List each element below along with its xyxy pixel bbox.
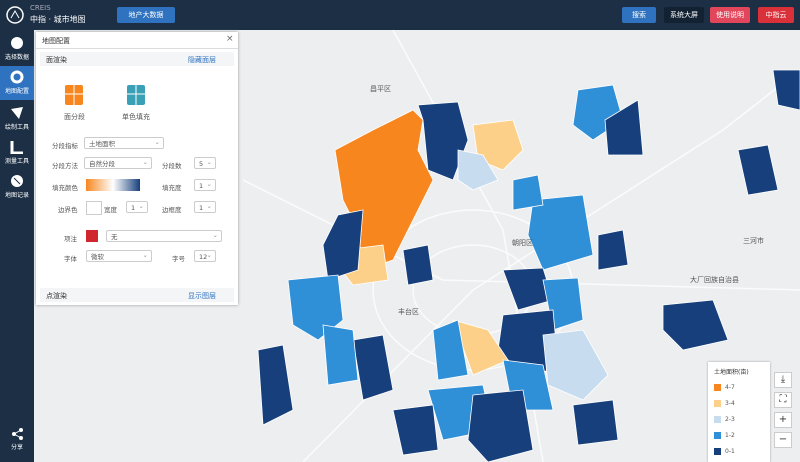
- nav-label: 地图配置: [4, 88, 29, 95]
- mode-label: 面分段: [64, 113, 85, 121]
- field-label: 字号: [172, 255, 185, 263]
- section-title: 面渲染: [46, 56, 67, 64]
- map-label: 昌平区: [370, 85, 391, 93]
- field-label: 分段方法: [52, 162, 78, 170]
- field-label: 分段指标: [52, 142, 78, 150]
- fill-opacity-select[interactable]: 1: [194, 178, 216, 191]
- section-title: 点渲染: [46, 292, 67, 300]
- nav-label: 选择数据: [4, 54, 29, 61]
- section-bar: [40, 52, 234, 66]
- color-ramp[interactable]: [86, 179, 140, 191]
- width-select[interactable]: 1: [126, 200, 148, 213]
- cloud-button[interactable]: 中指云: [758, 7, 794, 23]
- nav-item-active[interactable]: 地图配置: [0, 66, 34, 100]
- nav-label: 绘制工具: [4, 124, 29, 131]
- nav-item[interactable]: 选择数据: [0, 32, 34, 66]
- show-layer-link[interactable]: 显示图层: [188, 292, 216, 300]
- legend: 土地面积(亩) 4-7 3-4 2-3 1-2 0-1: [708, 362, 770, 462]
- note-select[interactable]: 无: [106, 229, 222, 242]
- map: [243, 30, 800, 462]
- map-label: 大厂回族自治县: [690, 276, 739, 284]
- sidebar: 选择数据 地图配置 绘制工具 测量工具 地图记录 分享: [0, 30, 34, 462]
- field-label: 字体: [64, 255, 77, 263]
- field-label: 填充度: [162, 184, 182, 192]
- nav-item[interactable]: 地图记录: [0, 170, 34, 204]
- share-item[interactable]: 分享: [0, 424, 34, 458]
- fullscreen-button[interactable]: ⛶: [774, 392, 792, 408]
- logo-title: 中指 · 城市地图: [30, 15, 86, 24]
- size-select[interactable]: 12: [194, 249, 216, 262]
- note-color[interactable]: [86, 230, 98, 242]
- legend-swatch: [714, 448, 721, 455]
- section-bar: [40, 288, 234, 302]
- field-label: 填充颜色: [52, 184, 78, 192]
- legend-swatch: [714, 384, 721, 391]
- nav-item[interactable]: 绘制工具: [0, 102, 34, 136]
- zoom-out-button[interactable]: −: [774, 432, 792, 448]
- legend-label: 1-2: [725, 432, 735, 439]
- legend-label: 3-4: [725, 400, 735, 407]
- legend-title: 土地面积(亩): [714, 369, 749, 376]
- legend-label: 0-1: [725, 448, 735, 455]
- hide-layer-link[interactable]: 隐藏面层: [188, 56, 216, 64]
- top-bar: CREIS 中指 · 城市地图 地产大数据 搜索 系统大屏 使用说明 中指云: [0, 0, 800, 30]
- field-label: 边框度: [162, 206, 182, 214]
- zoom-in-button[interactable]: +: [774, 412, 792, 428]
- legend-label: 4-7: [725, 384, 735, 391]
- mode-label: 单色填充: [122, 113, 150, 121]
- legend-swatch: [714, 432, 721, 439]
- field-label: 分段数: [162, 162, 182, 170]
- nav-item[interactable]: 测量工具: [0, 136, 34, 170]
- field-label: 宽度: [104, 206, 117, 214]
- border-opacity-select[interactable]: 1: [194, 200, 216, 213]
- border-color[interactable]: [86, 201, 102, 215]
- field-label: 边界色: [58, 206, 78, 214]
- panel-header: [36, 32, 238, 49]
- method-select[interactable]: 自然分段: [84, 156, 152, 169]
- search-button[interactable]: 搜索: [622, 7, 656, 23]
- mode-icon[interactable]: [64, 84, 84, 106]
- logo-icon: [6, 6, 24, 24]
- nav-label: 测量工具: [4, 158, 29, 165]
- nav-label: 地图记录: [4, 192, 29, 199]
- legend-swatch: [714, 416, 721, 423]
- field-label: 项注: [64, 235, 77, 243]
- legend-label: 2-3: [725, 416, 735, 423]
- panel-title: 地图配置: [42, 37, 70, 45]
- map-label: 三河市: [743, 237, 764, 245]
- download-button[interactable]: ⤓: [774, 372, 792, 388]
- font-select[interactable]: 微软: [86, 249, 152, 262]
- config-panel: 地图配置 × 面渲染 隐藏面层 面分段 单色填充 分段指标 土地面积 分段方法 …: [36, 32, 238, 305]
- close-button[interactable]: ×: [226, 34, 234, 44]
- index-select[interactable]: 土地面积: [84, 136, 164, 149]
- legend-swatch: [714, 400, 721, 407]
- help-button[interactable]: 使用说明: [710, 7, 750, 23]
- map-label: 朝阳区: [512, 239, 533, 247]
- big-data-button[interactable]: 地产大数据: [117, 7, 175, 23]
- screen-button[interactable]: 系统大屏: [664, 7, 704, 23]
- logo-brand: CREIS: [30, 4, 51, 12]
- map-label: 丰台区: [398, 308, 419, 316]
- count-select[interactable]: 5: [194, 156, 216, 169]
- mode-icon[interactable]: [126, 84, 146, 106]
- share-label: 分享: [10, 444, 23, 451]
